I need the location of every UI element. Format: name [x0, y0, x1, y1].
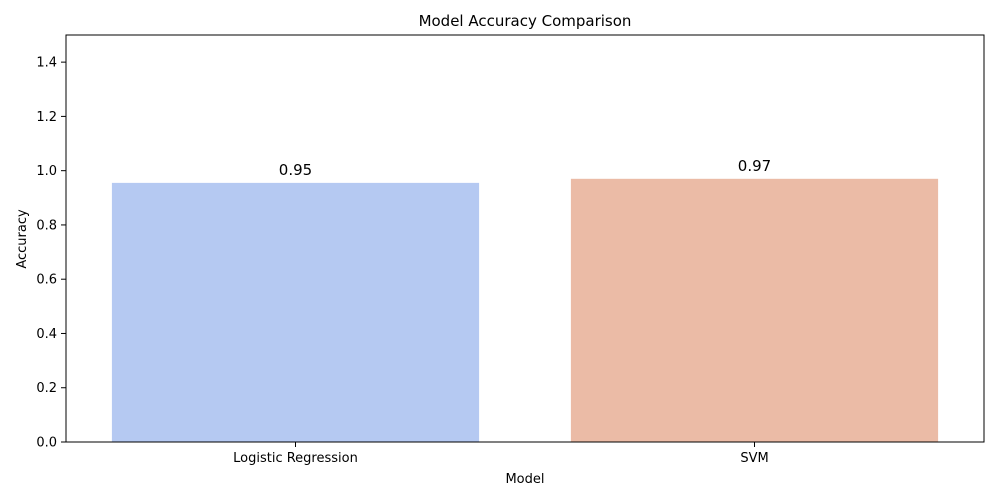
y-tick-label: 1.4 [36, 56, 57, 71]
y-tick-label: 0.8 [36, 218, 57, 233]
y-tick-label: 1.2 [36, 110, 57, 125]
bar-logistic-regression [111, 182, 480, 443]
x-tick-label: Logistic Regression [233, 451, 358, 466]
chart-title: Model Accuracy Comparison [419, 12, 632, 30]
bar-svm [570, 178, 939, 442]
y-axis-label: Accuracy [15, 209, 30, 269]
x-axis-label: Model [505, 472, 544, 487]
x-axis: Logistic Regression SVM [233, 442, 769, 466]
bar-value-label: 0.95 [279, 161, 312, 179]
y-axis: 0.0 0.2 0.4 0.6 0.8 1.0 1.2 1.4 [36, 56, 66, 451]
y-tick-label: 1.0 [36, 164, 57, 179]
plot-frame [65, 34, 985, 443]
bar-value-labels: 0.95 0.97 [279, 157, 771, 179]
x-tick-label: SVM [740, 451, 768, 466]
y-tick-label: 0.0 [36, 436, 57, 451]
y-tick-label: 0.6 [36, 273, 57, 288]
y-tick-label: 0.4 [36, 327, 57, 342]
y-tick-label: 0.2 [36, 381, 57, 396]
bars-group [111, 178, 939, 443]
bar-value-label: 0.97 [738, 157, 771, 175]
